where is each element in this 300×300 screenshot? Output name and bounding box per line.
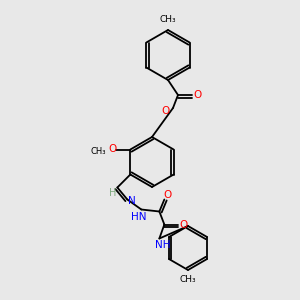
Text: N: N xyxy=(128,196,136,206)
Text: CH₃: CH₃ xyxy=(91,147,106,156)
Text: O: O xyxy=(163,190,172,200)
Text: CH₃: CH₃ xyxy=(160,16,176,25)
Text: O: O xyxy=(179,220,188,230)
Text: CH₃: CH₃ xyxy=(180,275,196,284)
Text: HN: HN xyxy=(130,212,146,221)
Text: NH: NH xyxy=(154,239,170,250)
Text: O: O xyxy=(193,90,201,100)
Text: H: H xyxy=(109,188,116,197)
Text: O: O xyxy=(108,145,116,154)
Text: O: O xyxy=(161,106,169,116)
